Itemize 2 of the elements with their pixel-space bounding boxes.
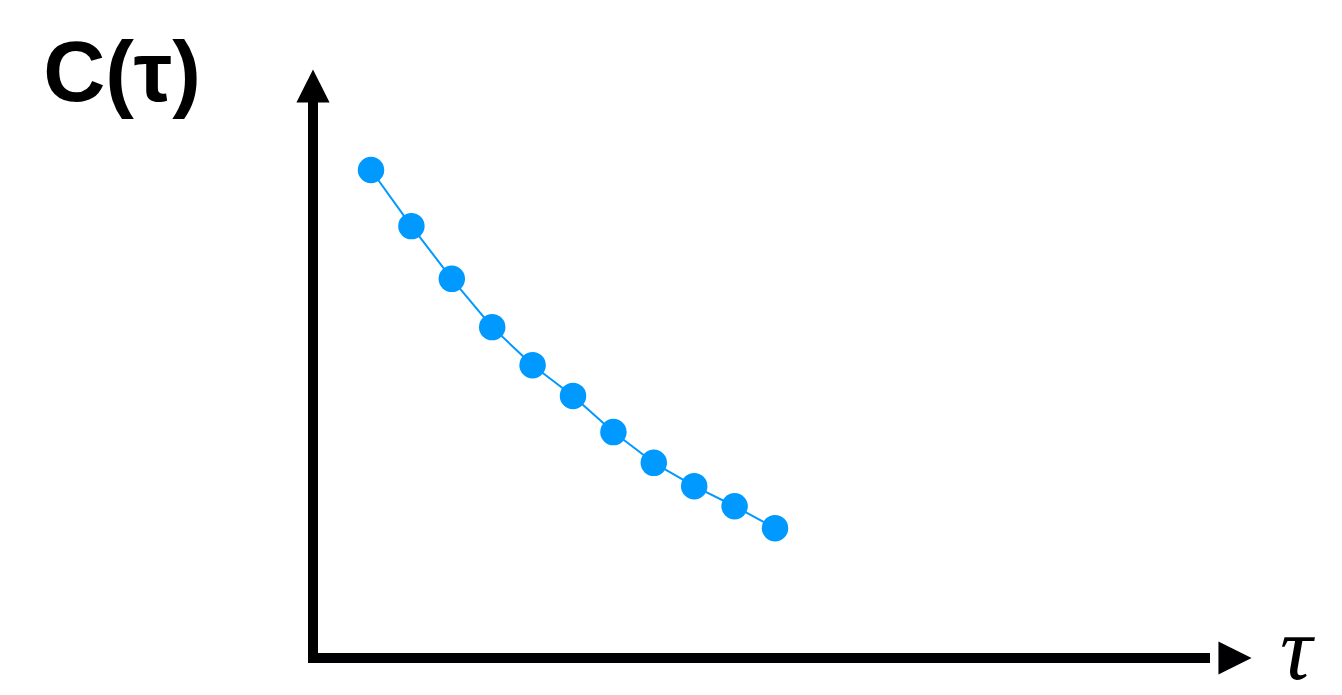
- y-axis-title: C(τ): [43, 23, 201, 119]
- text: τ: [1279, 599, 1315, 695]
